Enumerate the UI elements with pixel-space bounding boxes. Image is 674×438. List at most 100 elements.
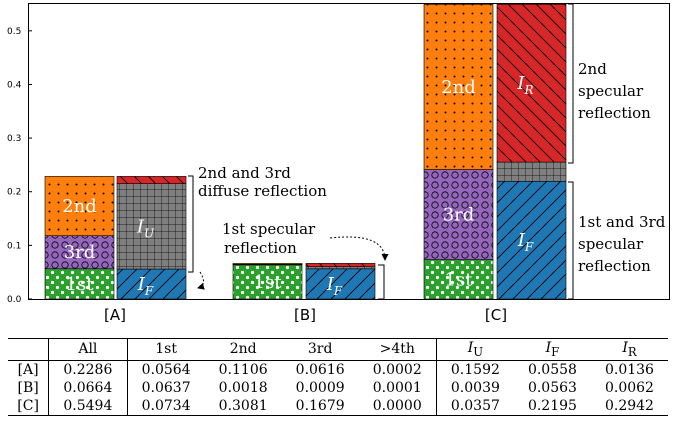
header-cell: 2nd	[229, 341, 257, 358]
annotation-c2-line2: specular	[578, 82, 644, 100]
header-sub: U	[473, 344, 484, 359]
header-cell: All	[48, 338, 128, 361]
table-cell: 0.5494	[48, 396, 128, 416]
header-cell: 3rd	[307, 341, 333, 358]
bar-segment-i-u	[496, 161, 567, 182]
bar-segment-1st	[423, 259, 494, 300]
header-sub: R	[627, 344, 637, 359]
header-sub: F	[551, 344, 560, 359]
table-cell: 0.0637	[141, 379, 191, 396]
table-cell: 0.0062	[604, 379, 654, 396]
segment-label: 3rd	[64, 242, 96, 263]
table-cell: 0.0001	[358, 378, 437, 397]
header-cell: 1st	[155, 341, 177, 358]
category-label-b: [B]	[294, 306, 316, 324]
bar-segment-3rd	[423, 169, 494, 260]
y-tick-label: 0.5	[7, 27, 21, 37]
segment-label: IF	[326, 274, 343, 298]
table-cell: [A]	[8, 360, 50, 379]
bar-segment-i-r	[305, 263, 376, 268]
segment-label: 3rd	[443, 205, 475, 226]
table-cell: 0.0002	[358, 360, 437, 379]
plot-frame	[28, 3, 670, 300]
table-cell: 0.0558	[527, 361, 577, 378]
table-header-row: All 1st 2nd 3rd >4th IU IF IR	[8, 338, 668, 361]
table-cell: [C]	[8, 396, 50, 416]
table-cell: 0.3081	[218, 397, 268, 414]
table-cell: 0.1106	[218, 361, 268, 378]
table-cell: 0.0664	[48, 378, 128, 397]
bar-segment-1st	[232, 264, 303, 300]
segment-label: 1st	[445, 269, 474, 290]
table-cell: 0.0564	[141, 361, 191, 378]
header-symbol: I	[467, 340, 474, 356]
y-tick-label: 0.4	[7, 80, 22, 90]
table-cell: 0.0000	[358, 396, 437, 416]
bar-segment-i-u	[116, 183, 187, 270]
table-row: [B] 0.0664 0.0637 0.0018 0.0009 0.0001 0.0039 0…	[8, 378, 668, 397]
table-cell: 0.2195	[527, 397, 577, 414]
segment-label: IF	[517, 230, 534, 254]
table-cell: 0.0039	[450, 379, 500, 396]
annotation-b-line1: 1st specular	[222, 220, 316, 238]
table-row: [A] 0.2286 0.0564 0.1106 0.0616 0.0002 0.1592 0…	[8, 360, 668, 379]
bar-segment-2nd	[44, 176, 115, 237]
header-cell: >4th	[358, 338, 437, 361]
segment-label: 2nd	[62, 196, 97, 217]
table-cell: 0.0009	[295, 379, 345, 396]
annotation-c13-line2: specular	[578, 235, 644, 253]
bars: 1st 3rd 2nd IF IU 1st IF 1st 3rd 2nd IF IR	[44, 4, 567, 300]
table-cell: 0.0357	[450, 397, 500, 414]
header-symbol: I	[622, 340, 628, 356]
annotation-a-line2: diffuse reflection	[198, 182, 327, 200]
segment-label: IR	[516, 73, 533, 97]
header-cell: IU	[436, 339, 514, 361]
table-cell: 0.2942	[604, 397, 654, 414]
header-cell: IF	[514, 339, 591, 361]
bar-segment-i-f	[305, 268, 376, 300]
header-symbol: I	[545, 340, 552, 356]
bar-segment-1st	[44, 268, 115, 300]
segment-label: 1st	[254, 272, 283, 293]
results-table: All 1st 2nd 3rd >4th IU IF IR [A] 0.2286 0…	[8, 338, 668, 416]
annotation-c13-line1: 1st and 3rd	[578, 213, 666, 231]
header-cell	[8, 338, 50, 361]
y-tick-label: 0.0	[7, 295, 22, 305]
bar-segment-i-r	[496, 4, 567, 163]
table-cell: 0.1679	[295, 397, 345, 414]
bracket-c-2nd	[568, 3, 574, 164]
table-cell: 0.0018	[218, 379, 268, 396]
bar-segment-2nd	[232, 263, 303, 265]
table-cell: 0.0734	[141, 397, 191, 414]
table-cell: 0.0136	[604, 361, 654, 378]
category-label-a: [A]	[104, 306, 126, 324]
annotation-c2-line3: reflection	[578, 104, 651, 122]
segment-label: IU	[136, 216, 155, 240]
table-cell: 0.0616	[295, 361, 345, 378]
segment-label: 2nd	[441, 77, 476, 98]
bracket-a-diffuse	[188, 175, 194, 273]
table-body: [A] 0.2286 0.0564 0.1106 0.0616 0.0002 0.1592 0…	[8, 360, 668, 416]
annotation-b-line2: reflection	[224, 239, 297, 257]
bar-segment-i-r	[116, 176, 187, 184]
header-cell: IR	[591, 339, 668, 361]
y-axis-ticks: 0.0 0.1 0.2 0.3 0.4 0.5	[7, 27, 32, 305]
category-label-c: [C]	[485, 306, 507, 324]
annotation-c2-line1: 2nd	[578, 60, 607, 78]
annotation-c13-line3: reflection	[578, 257, 651, 275]
arrow-a	[197, 271, 205, 290]
y-tick-label: 0.3	[7, 134, 21, 144]
table-row: [C] 0.5494 0.0734 0.3081 0.1679 0.0000 0.0357 0…	[8, 396, 668, 416]
table-cell: 0.0563	[527, 379, 577, 396]
bracket-b-spec	[378, 264, 385, 300]
arrow-b	[329, 236, 389, 261]
bar-segment-i-u	[305, 266, 376, 270]
bracket-c-13	[568, 181, 574, 300]
y-tick-label: 0.2	[7, 188, 21, 198]
bar-segment-2nd	[423, 4, 494, 170]
table-cell: [B]	[8, 378, 50, 397]
table-cell: 0.2286	[48, 360, 128, 379]
segment-label: 1st	[66, 274, 95, 295]
annotation-a-line1: 2nd and 3rd	[198, 164, 291, 182]
